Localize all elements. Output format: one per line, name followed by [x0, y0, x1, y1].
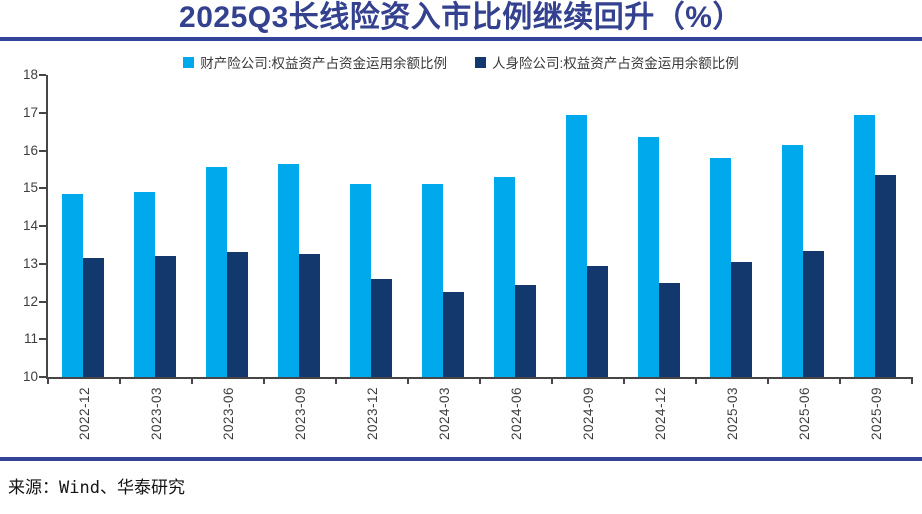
y-axis-label: 17	[22, 104, 38, 120]
x-axis-tick	[479, 377, 481, 384]
x-axis-label-slot: 2025-06	[768, 387, 840, 453]
bar-life-insurance	[299, 254, 320, 377]
x-axis-label-slot: 2023-12	[336, 387, 408, 453]
title-divider-rule	[0, 37, 922, 41]
bar-property-insurance	[854, 114, 875, 377]
bar-life-insurance	[875, 175, 896, 377]
x-axis-tick	[263, 377, 265, 384]
bar-life-insurance	[155, 256, 176, 377]
x-axis-label-slot: 2022-12	[48, 387, 120, 453]
bar-property-insurance	[422, 184, 443, 377]
x-axis-tick	[407, 377, 409, 384]
x-axis-label: 2025-03	[724, 387, 740, 441]
x-axis-label: 2023-03	[148, 387, 164, 441]
x-axis-label-slot: 2023-09	[264, 387, 336, 453]
bar-life-insurance	[731, 261, 752, 377]
x-axis-tick	[623, 377, 625, 384]
x-axis-tick	[551, 377, 553, 384]
bar-property-insurance	[62, 193, 83, 377]
y-axis-label: 18	[22, 67, 38, 82]
x-axis-label-slot: 2023-06	[192, 387, 264, 453]
y-axis-label: 15	[22, 180, 38, 196]
x-axis-tick	[47, 377, 49, 384]
bar-life-insurance	[515, 284, 536, 377]
legend-swatch-icon-property	[183, 56, 195, 68]
y-axis-label: 12	[22, 293, 38, 309]
x-axis-tick	[839, 377, 841, 384]
bar-life-insurance	[83, 258, 104, 377]
legend-item-life-insurance: 人身险公司:权益资产占资金运用余额比例	[475, 52, 739, 72]
legend-label-property: 财产险公司:权益资产占资金运用余额比例	[200, 56, 447, 71]
x-axis-label-slot: 2024-12	[624, 387, 696, 453]
x-axis-label-slot: 2024-09	[552, 387, 624, 453]
legend-label-life: 人身险公司:权益资产占资金运用余额比例	[492, 56, 739, 71]
bar-property-insurance	[278, 163, 299, 377]
x-axis-label-slot: 2025-03	[696, 387, 768, 453]
y-axis-tick	[39, 187, 46, 190]
x-axis-label: 2023-09	[292, 387, 308, 441]
bar-property-insurance	[566, 114, 587, 377]
y-axis-tick	[39, 300, 46, 303]
source-text: 来源：Wind、华泰研究	[8, 478, 185, 498]
bar-property-insurance	[350, 184, 371, 377]
x-axis-tick	[911, 377, 913, 384]
bar-life-insurance	[443, 292, 464, 377]
y-axis-tick	[39, 74, 46, 76]
legend: 财产险公司:权益资产占资金运用余额比例 人身险公司:权益资产占资金运用余额比例	[0, 52, 922, 72]
x-axis-label: 2025-09	[868, 387, 884, 441]
bar-life-insurance	[587, 265, 608, 377]
bar-property-insurance	[638, 137, 659, 377]
x-axis-label: 2023-06	[220, 387, 236, 441]
bar-property-insurance	[206, 167, 227, 377]
x-axis-label: 2023-12	[364, 387, 380, 441]
legend-swatch-icon-life	[475, 56, 486, 68]
bar-property-insurance	[134, 192, 155, 377]
x-axis-tick	[695, 377, 697, 384]
x-axis-label: 2022-12	[76, 387, 92, 441]
x-axis-tick	[767, 377, 769, 384]
y-axis-label: 14	[22, 218, 38, 233]
x-axis-tick	[335, 377, 337, 384]
chart-title: 2025Q3长线险资入市比例继续回升（%）	[179, 1, 743, 34]
x-axis-tick	[191, 377, 193, 384]
y-axis-tick	[39, 376, 46, 378]
bar-life-insurance	[659, 282, 680, 377]
y-axis-label: 16	[22, 142, 38, 158]
x-axis-label: 2024-09	[580, 387, 596, 441]
x-axis-label: 2024-06	[508, 387, 524, 441]
y-axis-tick	[39, 111, 46, 114]
x-axis-label: 2024-12	[652, 387, 668, 441]
y-axis-label: 11	[23, 331, 38, 347]
bar-property-insurance	[494, 176, 515, 377]
bottom-divider-rule	[0, 457, 922, 461]
x-axis-label-slot: 2025-09	[840, 387, 912, 453]
x-axis-label-slot: 2024-03	[408, 387, 480, 453]
y-axis-tick	[39, 149, 46, 152]
x-axis-label: 2025-06	[796, 387, 812, 441]
y-axis-tick	[39, 262, 46, 265]
x-axis-label-slot: 2023-03	[120, 387, 192, 453]
chart-area: 财产险公司:权益资产占资金运用余额比例 人身险公司:权益资产占资金运用余额比例 …	[0, 41, 922, 457]
bar-property-insurance	[782, 144, 803, 377]
bar-life-insurance	[371, 278, 392, 377]
x-axis-label: 2024-03	[436, 387, 452, 441]
bar-life-insurance	[803, 250, 824, 377]
x-axis-label-slot: 2024-06	[480, 387, 552, 453]
x-axis-tick	[119, 377, 121, 384]
y-axis-tick	[39, 338, 46, 341]
bar-property-insurance	[710, 158, 731, 377]
y-axis-label: 10	[22, 369, 38, 384]
y-axis-label: 13	[22, 255, 38, 271]
y-axis-tick	[39, 225, 46, 227]
bar-life-insurance	[227, 252, 248, 377]
legend-item-property-insurance: 财产险公司:权益资产占资金运用余额比例	[183, 52, 447, 72]
